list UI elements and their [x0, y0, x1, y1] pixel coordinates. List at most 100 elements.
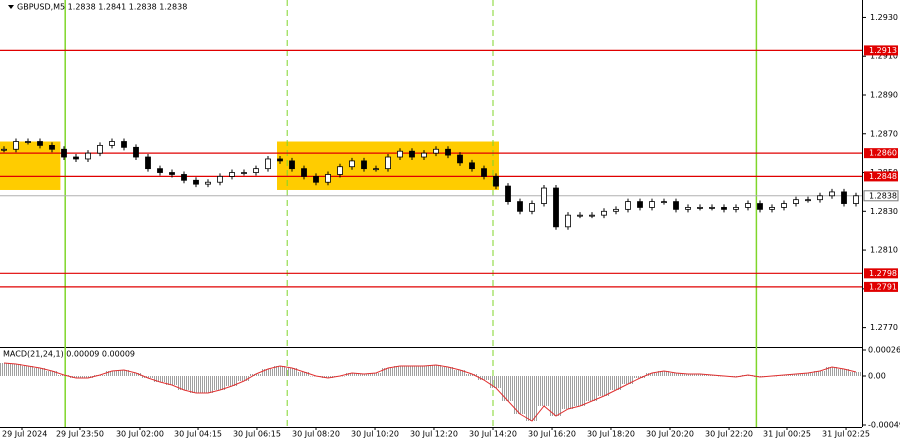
candle-body: [421, 152, 427, 158]
candle-body: [37, 141, 43, 146]
candle-body: [589, 214, 595, 217]
macd-histogram-bar: [682, 374, 694, 376]
x-tick-label: 29 Jul 23:50: [56, 430, 104, 439]
macd-histogram-bar: [238, 376, 250, 381]
macd-histogram-bar: [562, 376, 574, 409]
level-label: 1.2798: [869, 269, 897, 278]
macd-histogram-bar: [526, 376, 538, 421]
candle-body: [217, 176, 223, 183]
x-tick-label: 30 Jul 14:20: [469, 430, 517, 439]
level-label: 1.2848: [869, 172, 897, 181]
macd-histogram-bar: [490, 376, 502, 388]
candle-body: [253, 168, 259, 173]
candle-body: [385, 156, 391, 170]
candle-body: [97, 144, 103, 154]
macd-histogram-bar: [34, 368, 46, 376]
candle-body: [709, 207, 715, 209]
current-price-tag: [863, 190, 899, 202]
x-tick-label: 30 Jul 02:00: [116, 430, 164, 439]
macd-histogram-bar: [322, 376, 334, 378]
candle-body: [781, 203, 787, 208]
y-tick-label: 1.2770: [870, 323, 898, 332]
candle-body: [757, 203, 763, 210]
x-tick-label: 30 Jul 22:20: [705, 430, 753, 439]
macd-histogram-bar: [586, 376, 598, 401]
macd-histogram-bar: [382, 368, 394, 376]
candle-body: [133, 146, 139, 158]
candle-body: [169, 172, 175, 175]
x-tick-label: 30 Jul 16:20: [528, 430, 576, 439]
level-tag: [864, 45, 898, 56]
candle-body: [517, 201, 523, 212]
candle-body: [157, 168, 163, 173]
candle-body: [829, 191, 835, 197]
x-tick-label: 30 Jul 08:20: [292, 430, 340, 439]
candle-body: [805, 199, 811, 202]
candle-body: [205, 181, 211, 185]
level-tag: [864, 148, 898, 159]
macd-histogram-bar: [250, 374, 262, 376]
macd-histogram-bar: [0, 363, 10, 376]
candle-body: [181, 174, 187, 181]
level-tag: [864, 171, 898, 182]
candle-body: [325, 174, 331, 183]
x-tick-label: 30 Jul 20:20: [646, 430, 694, 439]
candle-body: [277, 158, 283, 162]
candle-body: [745, 203, 751, 208]
x-tick-label: 31 Jul 02:25: [822, 430, 870, 439]
candle-body: [121, 141, 127, 148]
macd-histogram-bar: [370, 373, 382, 376]
macd-y-tick-label: 0.00: [868, 372, 886, 381]
candle-body: [61, 148, 67, 158]
macd-histogram-bar: [790, 374, 802, 376]
level-label: 1.2791: [869, 282, 897, 291]
x-tick-label: 29 Jul 2024: [2, 430, 47, 439]
macd-histogram-bar: [430, 365, 442, 376]
macd-histogram-bar: [658, 371, 670, 376]
candle-body: [241, 172, 247, 174]
candle-body: [661, 201, 667, 204]
y-tick-label: 1.2870: [870, 129, 898, 138]
candle-body: [85, 152, 91, 160]
chart-title: GBPUSD,M5 1.2838 1.2841 1.2838 1.2838: [17, 3, 187, 12]
macd-histogram-bar: [850, 372, 862, 376]
candle-body: [625, 201, 631, 210]
macd-histogram-bar: [418, 366, 430, 376]
level-tag: [864, 281, 898, 292]
macd-histogram-bar: [826, 367, 838, 376]
candle-body: [469, 162, 475, 170]
candle-body: [637, 201, 643, 208]
macd-histogram-bar: [502, 376, 514, 401]
macd-histogram-bar: [286, 368, 298, 376]
level-tag: [864, 268, 898, 279]
candle-body: [577, 214, 583, 217]
macd-histogram-bar: [154, 376, 166, 382]
macd-title: MACD(21,24,1) 0.00009 0.00009: [3, 350, 135, 359]
menu-arrow: [8, 5, 14, 9]
macd-histogram-bar: [262, 369, 274, 376]
macd-histogram-bar: [646, 373, 658, 376]
macd-histogram-bar: [598, 376, 610, 396]
candle-body: [529, 203, 535, 212]
macd-histogram-bar: [454, 370, 466, 376]
macd-histogram-bar: [574, 376, 586, 406]
candle-body: [397, 150, 403, 158]
candle-body: [1, 148, 7, 151]
x-tick-label: 30 Jul 04:15: [174, 430, 222, 439]
candle-body: [853, 195, 859, 204]
candle-body: [289, 160, 295, 170]
candle-body: [265, 158, 271, 170]
candle-body: [697, 207, 703, 209]
macd-histogram-bar: [82, 376, 94, 378]
candle-body: [25, 141, 31, 143]
macd-histogram-bar: [358, 374, 370, 376]
candle-body: [193, 179, 199, 185]
candle-body: [493, 176, 499, 187]
candle-body: [373, 168, 379, 171]
candle-body: [721, 207, 727, 210]
macd-histogram-bar: [466, 374, 478, 376]
macd-histogram-bar: [22, 366, 34, 376]
macd-histogram-bar: [514, 376, 526, 414]
